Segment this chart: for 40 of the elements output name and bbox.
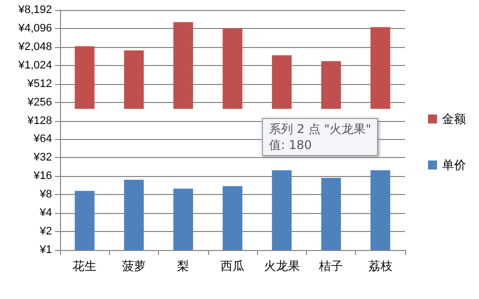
y-tick-label: ¥512 <box>26 78 52 90</box>
bar <box>272 55 292 109</box>
y-tick-label: ¥2 <box>38 226 52 238</box>
bar <box>272 170 292 250</box>
y-tick-label: ¥2,048 <box>17 40 52 53</box>
y-tick-label: ¥1 <box>38 244 52 256</box>
x-tick-label: 西瓜 <box>220 259 244 273</box>
x-tick-label: 火龙果 <box>264 259 300 273</box>
legend-label: 单价 <box>442 158 466 172</box>
bar <box>173 22 194 109</box>
x-tick-label: 梨 <box>177 259 190 273</box>
y-tick-label: ¥1,024 <box>17 59 52 72</box>
bar <box>74 190 94 250</box>
y-tick-label: ¥8,192 <box>17 4 52 16</box>
legend-label: 金额 <box>442 112 466 126</box>
bar <box>321 178 341 250</box>
bar <box>222 28 242 109</box>
y-tick-label: ¥8 <box>38 188 52 201</box>
y-tick-label: ¥256 <box>26 96 52 108</box>
bar <box>222 186 242 250</box>
y-tick-label: ¥128 <box>26 114 52 127</box>
y-tick-label: ¥64 <box>32 133 52 146</box>
bar <box>173 188 194 250</box>
annotation: 值: 180 <box>269 137 313 153</box>
bar <box>370 27 390 109</box>
x-tick-label: 菠萝 <box>122 259 146 273</box>
bar <box>74 46 94 109</box>
annotation: 系列 2 点 "火龙果" <box>269 121 372 137</box>
x-tick-label: 花生 <box>72 259 97 273</box>
x-tick-label: 荔枝 <box>368 259 392 273</box>
bar <box>124 180 144 250</box>
y-tick-label: ¥16 <box>32 170 52 182</box>
bar <box>370 170 390 250</box>
bar <box>321 61 341 109</box>
bar <box>124 50 144 109</box>
y-tick-label: ¥4,096 <box>17 22 52 34</box>
y-tick-label: ¥32 <box>32 152 52 164</box>
x-tick-label: 桔子 <box>318 259 344 273</box>
y-tick-label: ¥4 <box>38 207 52 220</box>
tooltip-box: 系列 2 点 "火龙果" 值: 180 <box>262 118 378 156</box>
